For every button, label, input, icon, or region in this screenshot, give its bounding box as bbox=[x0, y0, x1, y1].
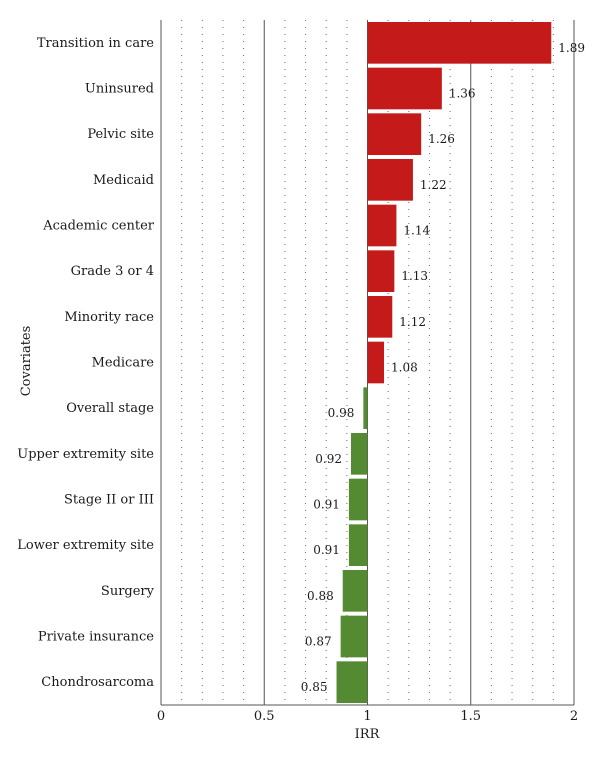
value-label: 0.98 bbox=[328, 406, 355, 420]
value-label: 0.85 bbox=[301, 680, 328, 694]
value-label: 1.12 bbox=[399, 315, 426, 329]
x-axis-title: IRR bbox=[355, 727, 381, 742]
bar bbox=[363, 387, 368, 429]
bar bbox=[367, 250, 395, 292]
bar bbox=[367, 22, 552, 64]
category-label: Stage II or III bbox=[64, 493, 154, 508]
bar bbox=[367, 204, 397, 247]
value-label: 1.22 bbox=[420, 178, 447, 192]
value-label: 1.14 bbox=[403, 224, 430, 238]
category-label: Grade 3 or 4 bbox=[71, 264, 154, 279]
x-axis-ticks: 0 0.5 1 1.5 2 bbox=[157, 709, 578, 724]
bar bbox=[340, 615, 368, 658]
value-label: 1.13 bbox=[401, 269, 428, 283]
category-label: Upper extremity site bbox=[17, 447, 154, 462]
category-label: Private insurance bbox=[38, 630, 154, 645]
category-label: Uninsured bbox=[85, 82, 154, 97]
bar bbox=[348, 524, 368, 566]
bar bbox=[350, 433, 368, 475]
x-tick-label: 1.5 bbox=[460, 709, 481, 724]
bar bbox=[336, 661, 368, 703]
value-label: 1.89 bbox=[558, 41, 585, 55]
x-tick-label: 2 bbox=[570, 709, 578, 724]
category-labels: Transition in care Uninsured Pelvic site Me… bbox=[17, 36, 155, 690]
category-label: Medicaid bbox=[93, 173, 154, 188]
value-label: 0.91 bbox=[313, 498, 340, 512]
value-label: 0.87 bbox=[305, 635, 332, 649]
x-tick-label: 1 bbox=[363, 709, 371, 724]
category-label: Surgery bbox=[101, 584, 155, 599]
category-label: Pelvic site bbox=[87, 127, 154, 142]
value-label: 0.88 bbox=[307, 589, 334, 603]
bar bbox=[367, 67, 442, 110]
category-label: Chondrosarcoma bbox=[41, 675, 154, 690]
bar bbox=[367, 113, 422, 155]
bar bbox=[367, 341, 385, 384]
bars: 1.89 1.36 1.26 1.22 1.14 1.13 1.12 1.08 0.98 0.92… bbox=[301, 22, 585, 703]
value-label: 1.26 bbox=[428, 132, 455, 146]
bar bbox=[367, 296, 393, 338]
category-label: Overall stage bbox=[66, 401, 154, 416]
category-label: Medicare bbox=[92, 356, 155, 371]
category-label: Lower extremity site bbox=[17, 538, 154, 553]
bar bbox=[348, 478, 368, 521]
x-tick-label: 0.5 bbox=[254, 709, 275, 724]
bar bbox=[342, 570, 368, 612]
value-label: 0.91 bbox=[313, 543, 340, 557]
category-label: Minority race bbox=[64, 310, 154, 325]
bar bbox=[367, 159, 413, 201]
value-label: 1.36 bbox=[449, 87, 476, 101]
x-tick-label: 0 bbox=[157, 709, 165, 724]
value-label: 0.92 bbox=[315, 452, 342, 466]
category-label: Academic center bbox=[42, 219, 155, 234]
category-label: Transition in care bbox=[37, 36, 154, 51]
value-label: 1.08 bbox=[391, 361, 418, 375]
y-axis-title: Covariates bbox=[19, 326, 34, 397]
